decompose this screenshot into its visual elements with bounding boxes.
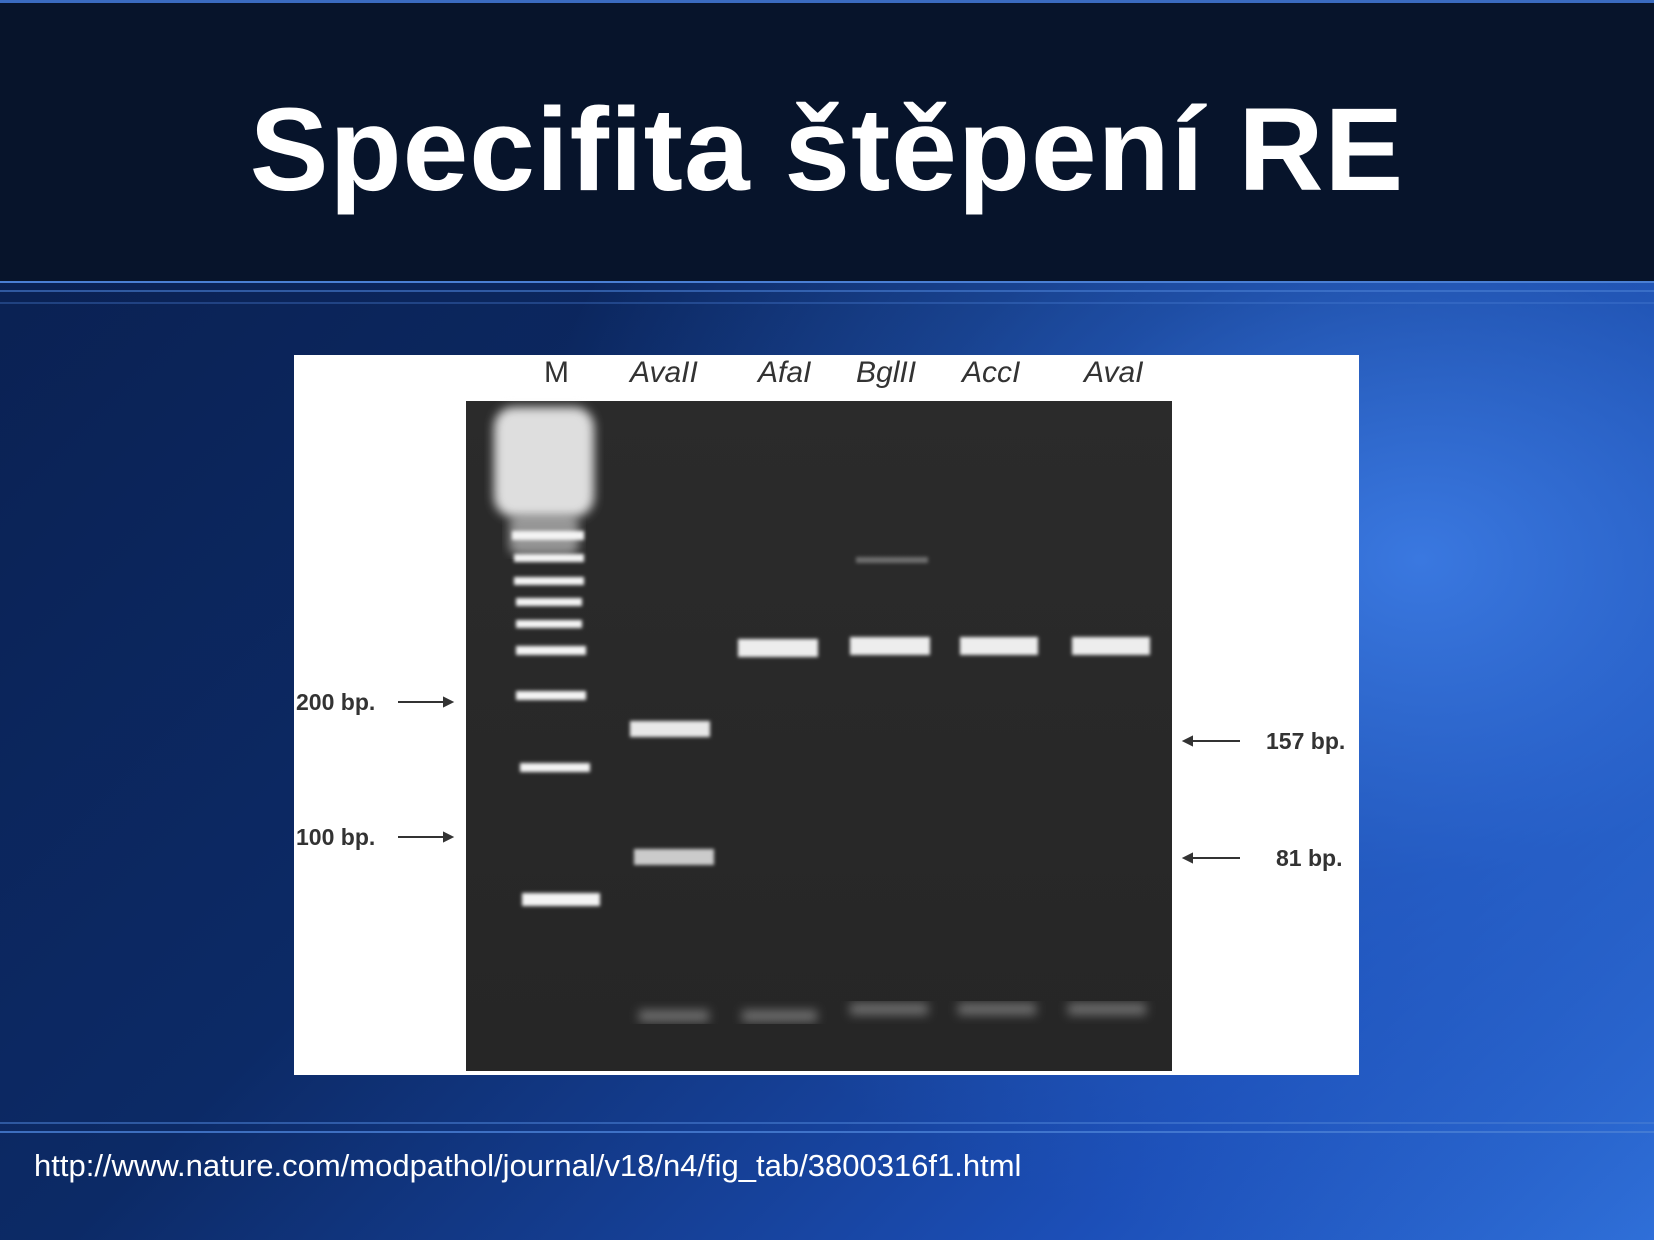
faint-band xyxy=(742,1010,817,1022)
ladder-smear xyxy=(494,407,594,517)
divider-line xyxy=(0,1131,1654,1133)
lane-label-avai: AvaI xyxy=(1084,356,1144,389)
band-bglii-faint xyxy=(856,557,928,563)
lane-label-afai: AfaI xyxy=(758,356,812,389)
lane-label-bglii: BglII xyxy=(856,356,917,389)
ladder-band xyxy=(516,646,586,655)
ladder-band xyxy=(516,598,582,606)
ladder-band xyxy=(516,691,586,700)
band-avaii-81bp xyxy=(634,849,714,865)
gel-image xyxy=(398,401,1240,1071)
ladder-band xyxy=(514,554,584,562)
ladder-band xyxy=(512,531,584,540)
marker-label-81bp: 81 bp. xyxy=(1276,845,1343,871)
marker-label-200bp: 200 bp. xyxy=(296,689,376,715)
band-afai xyxy=(738,639,818,657)
divider-line xyxy=(0,281,1654,283)
lane-label-m: M xyxy=(544,356,569,389)
band-bglii xyxy=(850,637,930,655)
band-avai xyxy=(1072,637,1150,655)
marker-label-157bp: 157 bp. xyxy=(1266,728,1346,754)
faint-band xyxy=(1068,1003,1146,1015)
arrowhead-81bp xyxy=(1181,852,1193,864)
gel-electrophoresis-figure: M AvaII AfaI BglII AccI AvaI xyxy=(294,355,1359,1075)
faint-band xyxy=(850,1003,928,1015)
title-bar: Specifita štěpení RE xyxy=(0,0,1654,281)
arrowhead-100bp xyxy=(443,831,455,843)
marker-label-100bp: 100 bp. xyxy=(296,824,376,850)
ladder-band-100bp xyxy=(522,893,600,906)
lane-label-avaii: AvaII xyxy=(630,356,698,389)
ladder-band xyxy=(514,577,584,585)
faint-band xyxy=(958,1003,1036,1015)
source-url-text: http://www.nature.com/modpathol/journal/… xyxy=(34,1148,1022,1183)
arrowhead-200bp xyxy=(443,696,455,708)
band-avaii-157bp xyxy=(630,721,710,737)
lane-label-acci: AccI xyxy=(962,356,1021,389)
ladder-band-200bp xyxy=(520,763,590,772)
arrowhead-157bp xyxy=(1181,735,1193,747)
divider-line xyxy=(0,290,1654,292)
band-acci xyxy=(960,637,1038,655)
slide-title: Specifita štěpení RE xyxy=(249,84,1405,216)
divider-line xyxy=(0,302,1654,304)
divider-line xyxy=(0,1122,1654,1124)
faint-band xyxy=(639,1010,709,1022)
ladder-band xyxy=(516,620,582,628)
